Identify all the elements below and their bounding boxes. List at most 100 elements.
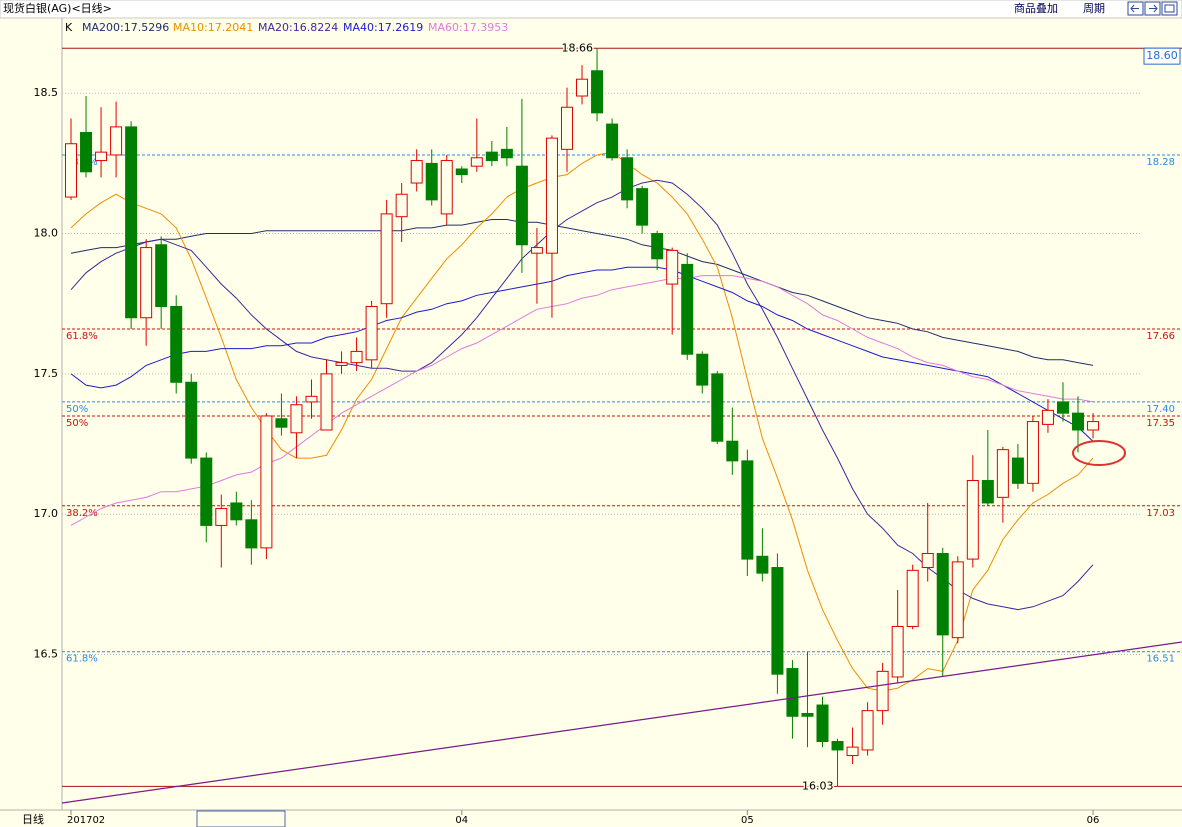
candle-body	[395, 193, 408, 218]
candle-body	[110, 126, 123, 156]
candle-body	[786, 668, 799, 717]
ma-line	[70, 275, 1094, 526]
level-label: 61.8%	[66, 654, 98, 665]
extreme-label: 16.03	[802, 779, 834, 792]
candle-body	[155, 244, 168, 308]
candle-body	[756, 555, 769, 574]
y-tick-label: 17.0	[34, 507, 59, 520]
candle-body	[290, 404, 303, 434]
candle-body	[1026, 421, 1039, 484]
candle-body	[711, 373, 724, 442]
y-tick-label: 16.5	[34, 648, 59, 661]
candle-body	[95, 151, 108, 162]
candle-body	[425, 162, 438, 201]
legend-entry: MA60:17.3953	[428, 21, 508, 34]
legend-entry: MA10:17.2041	[173, 21, 253, 34]
candle-body	[260, 415, 273, 549]
level-label: 61.8%	[66, 331, 98, 342]
y-tick-label: 17.5	[34, 367, 59, 380]
nav-icons[interactable]	[1127, 1, 1178, 16]
candle-body	[981, 480, 994, 504]
candle-body	[891, 625, 904, 678]
price-tag-box	[1143, 47, 1181, 65]
candle-body	[696, 353, 709, 386]
ma-line	[70, 219, 1094, 366]
candle-body	[65, 143, 77, 198]
toolbar-button[interactable]: 商品叠加	[1014, 1, 1058, 15]
candle-body	[1041, 409, 1054, 425]
candle-body	[591, 70, 604, 114]
candle-body	[515, 165, 528, 246]
chart-title: 现货白银(AG)<日线>	[3, 1, 112, 15]
candle-body	[485, 151, 498, 162]
candle-body	[125, 126, 138, 319]
candle-body	[230, 502, 243, 521]
x-tick-label: 05	[741, 815, 754, 826]
level-price: 17.03	[1146, 508, 1175, 519]
highlight-ellipse	[1072, 440, 1126, 466]
ma-line	[70, 151, 1094, 692]
ma-line	[70, 266, 1094, 442]
candle-body	[410, 160, 423, 184]
legend-entry: MA200:17.5296	[82, 21, 169, 34]
x-tick-label: 04	[455, 815, 468, 826]
candle-body	[936, 552, 949, 636]
price-tag: 18.60	[1146, 49, 1178, 62]
toolbar-button[interactable]: 周期	[1083, 2, 1105, 15]
x-tick-label: 06	[1087, 815, 1100, 826]
candle-body	[380, 213, 393, 305]
y-tick-label: 18.0	[34, 227, 59, 240]
plot-area: 16.5 17.0 17.5 18.0 18.5 38.2% 18.28 61.8% 17.66…	[34, 21, 1182, 826]
candle-body	[906, 569, 919, 627]
candle-body	[545, 137, 558, 254]
trend-line	[61, 641, 1182, 804]
candle-body	[621, 157, 634, 201]
candle-body	[1056, 401, 1069, 414]
level-price: 17.40	[1146, 404, 1175, 415]
y-tick-label: 18.5	[34, 86, 59, 99]
candle-body	[170, 306, 183, 383]
candle-body	[951, 561, 964, 639]
x-axis-label: 日线	[22, 812, 44, 826]
candle-body	[741, 460, 754, 560]
candle-body	[771, 567, 784, 675]
candle-body	[666, 249, 679, 285]
legend-entry: MA20:16.8224	[258, 21, 338, 34]
candle-body	[305, 395, 318, 403]
candle-body	[831, 741, 844, 751]
level-price: 17.35	[1146, 418, 1175, 429]
candle-body	[560, 106, 573, 150]
candle-body	[681, 263, 694, 355]
candle-body	[636, 188, 649, 226]
header-bar	[0, 0, 1182, 19]
candle-body	[996, 449, 1009, 498]
candle-body	[876, 670, 889, 712]
candle-body	[530, 247, 543, 254]
level-price: 16.51	[1146, 654, 1175, 665]
level-label: 38.2%	[66, 508, 98, 519]
candle-body	[335, 362, 348, 366]
candle-body	[455, 168, 468, 176]
candle-body	[80, 132, 93, 173]
candle-body	[350, 350, 363, 364]
candle-body	[861, 710, 874, 751]
candle-body	[651, 233, 664, 260]
level-label: 50%	[66, 404, 88, 415]
scrollbar[interactable]	[196, 810, 286, 827]
level-label: 50%	[66, 418, 88, 429]
candle-body	[966, 480, 979, 560]
candle-body	[200, 457, 213, 526]
candle-body	[500, 148, 513, 159]
candle-body	[245, 519, 258, 549]
candle-body	[846, 746, 859, 757]
candle-body	[215, 508, 228, 526]
candle-body	[1011, 457, 1024, 484]
candle-body	[320, 373, 333, 431]
candle-body	[921, 552, 934, 569]
candle-body	[576, 78, 589, 97]
candle-body	[606, 123, 619, 159]
candle-body	[726, 440, 739, 462]
